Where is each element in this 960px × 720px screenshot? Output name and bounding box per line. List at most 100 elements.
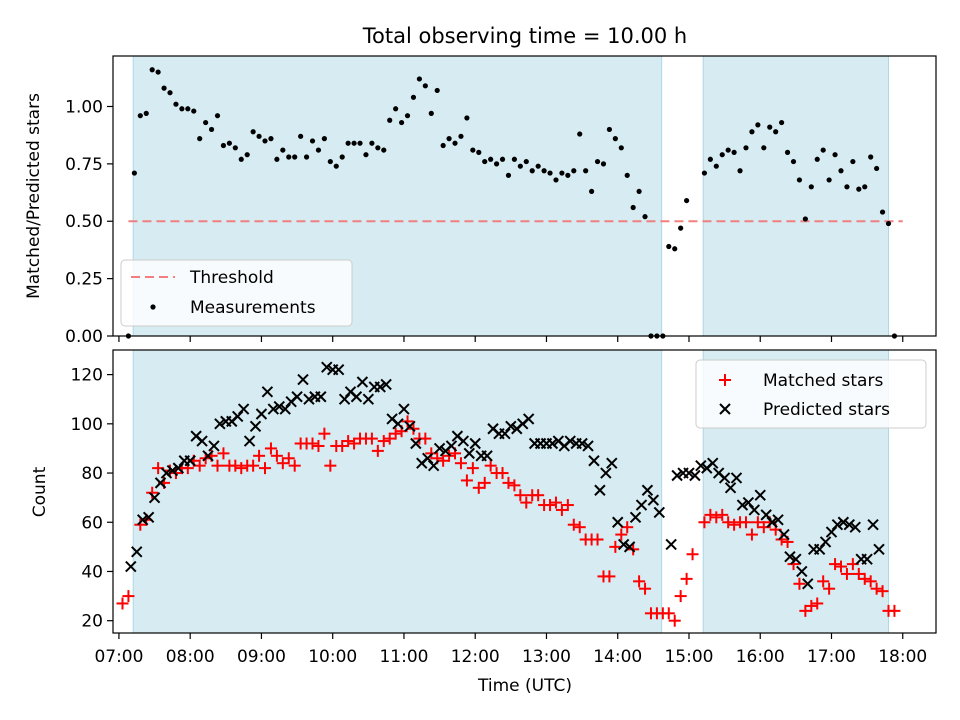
matched-stars-series (116, 415, 901, 627)
measurement-point (286, 154, 292, 160)
measurement-point (321, 136, 327, 142)
x-tick-label: 09:00 (237, 647, 286, 667)
matched-star-point (668, 614, 681, 627)
measurement-point (844, 184, 850, 190)
predicted-star-point (362, 393, 375, 405)
measurement-point (339, 154, 345, 160)
matched-star-point (502, 476, 515, 489)
measurement-point (244, 152, 250, 158)
matched-star-point (235, 462, 248, 475)
predicted-star-point (392, 418, 404, 430)
matched-star-point (253, 449, 266, 462)
measurement-point (796, 177, 803, 183)
measurement-point (476, 149, 482, 155)
measurement-point (482, 158, 488, 165)
measurement-point (464, 115, 470, 121)
measurement-point (588, 188, 595, 195)
matched-star-point (371, 444, 384, 457)
matched-star-point (342, 435, 355, 448)
measurement-point (666, 243, 672, 250)
predicted-star-point (374, 381, 386, 393)
matched-star-point (532, 489, 545, 502)
measurement-point (761, 145, 767, 151)
measurement-point (458, 133, 464, 139)
predicted-star-point (695, 459, 707, 472)
measurement-point (155, 69, 161, 75)
predicted-star-point (730, 472, 743, 484)
y-tick-label: 0.75 (65, 155, 103, 175)
bottom-x-axis: 07:00 08:00 09:00 10:00 11:00 12:00 13:00 14:00… (94, 633, 927, 667)
measurement-point (179, 106, 185, 112)
measurement-point (826, 177, 832, 183)
predicted-star-point (505, 420, 517, 432)
matched-star-point (270, 449, 283, 462)
matched-star-point (722, 516, 735, 529)
measurement-point (630, 204, 636, 211)
measurement-point (250, 129, 256, 135)
legend-matched-swatch (719, 374, 731, 386)
predicted-star-point (600, 467, 612, 479)
predicted-star-point (813, 543, 826, 556)
measurement-point (850, 158, 856, 165)
matched-star-point (496, 467, 509, 480)
measurement-point (280, 147, 286, 153)
predicted-star-point (778, 528, 790, 541)
measurement-point (624, 172, 630, 178)
matched-star-point (567, 518, 580, 531)
predicted-star-point (843, 519, 856, 531)
predicted-star-point (267, 403, 280, 415)
predicted-star-point (202, 450, 214, 462)
predicted-star-point (291, 391, 303, 403)
matched-star-point (591, 533, 604, 546)
predicted-star-point (623, 541, 636, 553)
legend-predicted-label: Predicted stars (763, 400, 890, 420)
measurement-point (856, 186, 862, 192)
matched-star-point (454, 457, 467, 470)
measurement-point (743, 145, 749, 151)
predicted-star-point (142, 511, 155, 524)
measurement-point (885, 220, 892, 227)
predicted-star-point (522, 413, 535, 425)
matched-star-point (728, 518, 741, 531)
predicted-star-point (665, 538, 677, 551)
chart-title: Total observing time = 10.00 h (362, 24, 687, 48)
measurement-point (345, 140, 351, 146)
measurement-point (493, 161, 500, 167)
predicted-star-point (867, 519, 879, 531)
measurement-point (678, 225, 684, 231)
predicted-star-point (754, 489, 766, 501)
matched-star-point (324, 459, 337, 472)
predicted-star-point (819, 536, 832, 548)
measurement-point (446, 136, 452, 142)
measurement-point (220, 142, 227, 149)
matched-star-point (811, 597, 824, 610)
measurement-point (612, 136, 618, 142)
measurement-point (541, 168, 547, 174)
measurement-point (838, 168, 844, 174)
matched-star-point (615, 528, 628, 541)
measurement-point (767, 124, 773, 130)
predicted-star-point (463, 447, 475, 460)
predicted-star-point (617, 538, 630, 551)
measurement-point (636, 188, 642, 195)
matched-star-point (775, 533, 788, 546)
predicted-star-point (297, 373, 309, 386)
matched-star-point (259, 462, 272, 475)
predicted-star-point (742, 496, 755, 509)
y-tick-label: 0.00 (65, 327, 103, 347)
measurement-point (773, 129, 779, 135)
measurement-point (594, 158, 601, 165)
predicted-star-point (653, 506, 665, 519)
measurement-point (808, 184, 814, 190)
predicted-star-point (689, 469, 701, 482)
matched-star-point (793, 577, 806, 590)
matched-star-point (146, 486, 159, 499)
top-axes-frame (112, 55, 937, 337)
predicted-star-point (457, 435, 470, 447)
observing-window-1 (132, 349, 663, 634)
measurement-point (315, 147, 322, 153)
measurement-point (434, 87, 440, 94)
x-tick-label: 16:00 (736, 647, 785, 667)
matched-star-point (745, 528, 758, 541)
matched-star-point (716, 508, 729, 521)
